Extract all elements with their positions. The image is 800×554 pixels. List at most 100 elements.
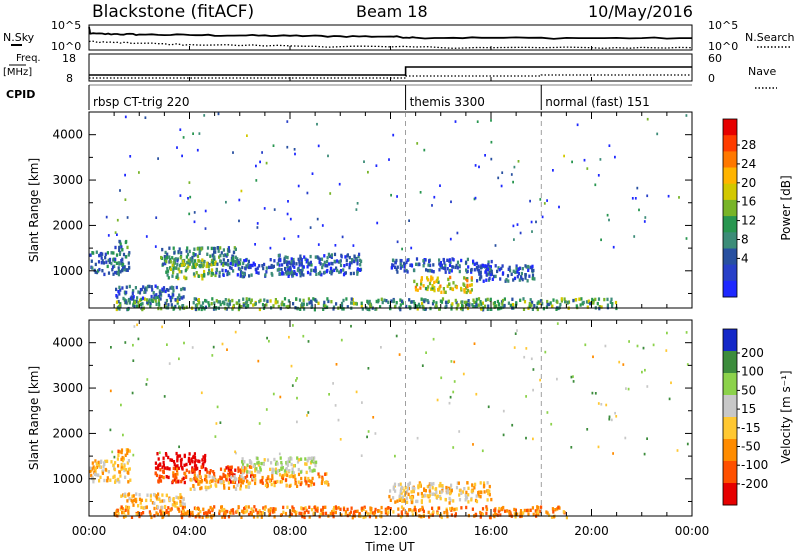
- data-cell: [473, 197, 476, 201]
- data-cell: [169, 295, 172, 300]
- data-cell: [333, 252, 337, 257]
- data-cell: [193, 274, 196, 278]
- data-cell: [536, 307, 539, 312]
- data-cell: [605, 403, 608, 407]
- data-cell: [240, 478, 243, 482]
- data-cell: [440, 263, 443, 267]
- data-cell: [306, 191, 309, 195]
- data-cell: [432, 482, 435, 486]
- data-cell: [282, 505, 285, 510]
- data-cell: [244, 476, 247, 480]
- data-cell: [226, 270, 230, 274]
- data-cell: [254, 267, 257, 272]
- data-cell: [278, 263, 281, 267]
- data-cell: [401, 247, 403, 251]
- data-cell: [464, 498, 467, 502]
- data-cell: [111, 450, 114, 454]
- data-cell: [189, 487, 192, 491]
- data-cell: [310, 300, 313, 304]
- data-cell: [106, 264, 109, 269]
- data-cell: [223, 468, 226, 472]
- data-cell: [540, 505, 543, 509]
- data-cell: [487, 491, 490, 496]
- data-cell: [148, 510, 151, 514]
- data-cell: [159, 499, 162, 504]
- data-cell: [97, 260, 101, 264]
- data-cell: [371, 511, 374, 515]
- data-cell: [152, 492, 156, 497]
- data-cell: [440, 265, 444, 270]
- data-cell: [438, 258, 441, 262]
- data-cell: [428, 485, 431, 490]
- data-cell: [427, 285, 430, 289]
- data-cell: [156, 285, 159, 290]
- data-cell: [159, 297, 162, 301]
- data-cell: [390, 193, 392, 197]
- data-cell: [146, 300, 149, 305]
- data-cell: [312, 511, 316, 515]
- data-cell: [261, 481, 264, 485]
- data-cell: [243, 506, 246, 511]
- data-cell: [131, 391, 134, 395]
- data-cell: [103, 462, 106, 467]
- data-cell: [486, 498, 489, 502]
- data-cell: [239, 484, 242, 488]
- data-cell: [200, 264, 203, 268]
- data-cell: [171, 479, 175, 483]
- freq-tick-top: 18: [62, 52, 76, 65]
- data-cell: [345, 258, 348, 262]
- data-cell: [211, 272, 215, 276]
- data-cell: [400, 259, 403, 263]
- data-cell: [310, 263, 313, 267]
- data-cell: [166, 466, 169, 470]
- data-cell: [200, 391, 203, 395]
- x-tick-label: 16:00: [474, 524, 509, 538]
- data-cell: [198, 259, 201, 263]
- data-cell: [158, 289, 161, 293]
- data-cell: [401, 495, 404, 499]
- data-cell: [172, 503, 175, 507]
- data-cell: [455, 485, 459, 490]
- data-cell: [193, 470, 196, 474]
- data-cell: [163, 255, 166, 259]
- data-cell: [165, 493, 168, 498]
- data-cell: [295, 272, 298, 277]
- data-cell: [405, 304, 408, 309]
- data-cell: [127, 511, 130, 515]
- data-cell: [167, 276, 170, 280]
- cpid-segment-label: normal (fast) 151: [545, 95, 649, 109]
- data-cell: [430, 277, 434, 281]
- data-cell: [349, 271, 352, 276]
- data-cell: [337, 418, 340, 422]
- data-cell: [410, 263, 413, 267]
- data-cell: [302, 302, 305, 306]
- data-cell: [215, 422, 218, 425]
- data-cell: [484, 270, 487, 274]
- data-cell: [311, 469, 314, 473]
- data-cell: [428, 515, 431, 519]
- data-cell: [488, 264, 491, 269]
- data-cell: [411, 496, 414, 500]
- data-cell: [257, 359, 260, 363]
- data-cell: [223, 484, 226, 488]
- data-cell: [458, 264, 461, 268]
- data-cell: [126, 216, 129, 219]
- data-cell: [546, 511, 549, 515]
- data-cell: [229, 510, 232, 515]
- data-cell: [416, 307, 419, 311]
- data-cell: [286, 212, 289, 216]
- data-cell: [428, 494, 431, 498]
- data-cell: [309, 226, 312, 229]
- data-cell: [427, 263, 430, 267]
- velocity-colorbar-tick-label: 50: [741, 383, 756, 397]
- data-cell: [232, 511, 235, 515]
- data-cell: [145, 298, 149, 302]
- data-cell: [411, 486, 414, 490]
- data-cell: [154, 245, 157, 248]
- data-cell: [223, 507, 226, 512]
- data-cell: [188, 461, 192, 466]
- data-cell: [491, 277, 494, 281]
- data-cell: [628, 340, 630, 343]
- data-cell: [136, 323, 138, 327]
- data-cell: [449, 507, 452, 511]
